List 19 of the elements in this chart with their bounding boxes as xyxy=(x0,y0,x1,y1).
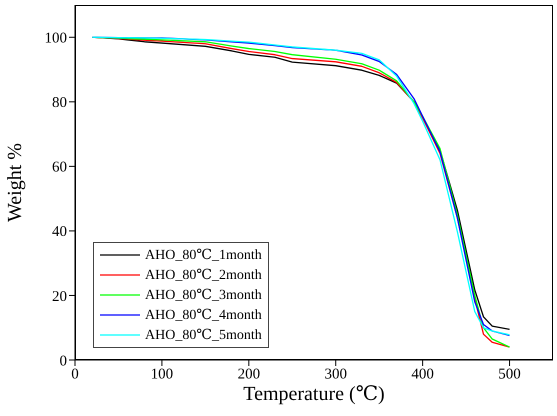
y-tick-label: 80 xyxy=(52,95,67,112)
legend-label: AHO_80℃_2month xyxy=(145,266,262,284)
x-tick-label: 100 xyxy=(150,366,174,383)
x-tick-label: 0 xyxy=(71,366,79,383)
legend-label: AHO_80℃_5month xyxy=(145,326,262,344)
y-tick-label: 100 xyxy=(44,30,67,47)
x-tick-label: 400 xyxy=(411,366,434,383)
legend-label: AHO_80℃_4month xyxy=(145,306,262,324)
y-tick-label: 0 xyxy=(60,353,67,370)
x-tick-label: 300 xyxy=(324,366,347,383)
legend-label: AHO_80℃_3month xyxy=(145,286,262,304)
y-tick-label: 20 xyxy=(52,288,67,305)
y-axis-title: Weight % xyxy=(4,143,26,222)
y-tick-label: 60 xyxy=(52,160,67,176)
x-tick-label: 500 xyxy=(498,366,521,383)
x-axis-title: Temperature (℃) xyxy=(243,383,385,405)
y-tick-label: 40 xyxy=(52,224,67,240)
x-tick-label: 200 xyxy=(238,366,260,383)
legend-label: AHO_80℃_1month xyxy=(145,246,262,264)
